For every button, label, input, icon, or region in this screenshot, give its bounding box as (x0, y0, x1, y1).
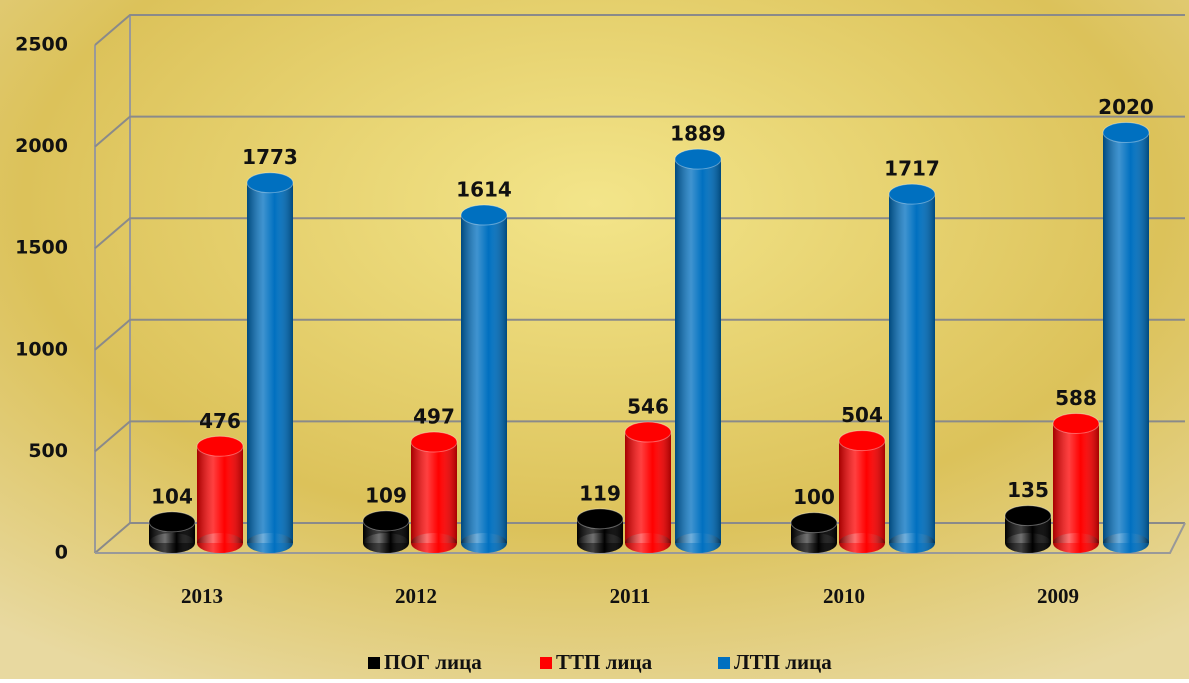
y-tick-label: 2000 (15, 135, 68, 157)
data-label: 1773 (242, 145, 298, 169)
data-label: 119 (579, 481, 621, 505)
bar-base-shade (839, 533, 885, 553)
bar-top (362, 510, 410, 532)
legend-label: ЛТП лица (734, 650, 832, 674)
bar-base-shade (411, 533, 457, 553)
bar-top (1052, 413, 1100, 435)
data-label: 504 (841, 403, 883, 427)
bar-base-shade (363, 533, 409, 553)
bar-top (148, 511, 196, 533)
bar-base-shade (577, 533, 623, 553)
grid-line (94, 14, 1185, 46)
y-tick-label: 1500 (15, 237, 68, 259)
bar-base-shade (197, 533, 243, 553)
bar-base-shade (149, 533, 195, 553)
data-label: 1614 (456, 178, 512, 202)
bar-base-shade (1053, 533, 1099, 553)
bar-top (624, 421, 672, 443)
legend-swatch (718, 657, 730, 669)
bar-shade (839, 440, 885, 543)
y-tick-label: 1000 (15, 338, 68, 360)
data-label: 2020 (1098, 95, 1154, 119)
data-label: 1717 (884, 157, 940, 181)
data-label: 109 (365, 483, 407, 507)
x-tick-label: 2011 (610, 584, 651, 608)
bar-shade (1053, 423, 1099, 543)
bar-top (888, 183, 936, 205)
bar-base-shade (461, 533, 507, 553)
bar-top (1102, 122, 1150, 144)
legend-label: ПОГ лица (384, 650, 482, 674)
bar-top (576, 508, 624, 530)
grid-line (94, 217, 1185, 249)
data-label: 588 (1055, 386, 1097, 410)
bar-shade (889, 194, 935, 544)
y-tick-label: 2500 (15, 34, 68, 56)
y-tick-label: 0 (55, 542, 68, 564)
bar-base-shade (247, 533, 293, 553)
data-label: 497 (413, 405, 455, 429)
legend-label: ТТП лица (556, 650, 653, 674)
bar-top (410, 431, 458, 453)
bar-shade (247, 182, 293, 544)
grid-line (94, 420, 1185, 453)
legend-swatch (540, 657, 552, 669)
x-tick-label: 2010 (823, 584, 865, 608)
bar-shade (197, 446, 243, 543)
data-label: 100 (793, 485, 835, 509)
bar-top (790, 512, 838, 534)
bar-top (460, 204, 508, 226)
grid-line (94, 115, 1185, 148)
x-tick-label: 2013 (181, 584, 223, 608)
data-label: 546 (627, 395, 669, 419)
bar-base-shade (889, 533, 935, 553)
bar-shade (675, 159, 721, 543)
x-tick-label: 2009 (1037, 584, 1079, 608)
y-tick-label: 500 (28, 440, 68, 462)
x-tick-label: 2012 (395, 584, 437, 608)
bar-base-shade (625, 533, 671, 553)
bar-top (196, 435, 244, 457)
bar-shade (461, 215, 507, 543)
bar-shade (625, 432, 671, 543)
bar-shade (411, 442, 457, 543)
data-label: 104 (151, 484, 193, 508)
bar-base-shade (675, 533, 721, 553)
floor-edge (95, 522, 1186, 554)
bar-top (246, 172, 294, 194)
bar-base-shade (1103, 533, 1149, 553)
bar-base-shade (1005, 533, 1051, 553)
data-label: 476 (199, 409, 241, 433)
bar-top (838, 430, 886, 452)
data-label: 1889 (670, 122, 726, 146)
bar-shade (1103, 132, 1149, 543)
bar-base-shade (791, 533, 837, 553)
data-label: 135 (1007, 478, 1049, 502)
bar-top (674, 148, 722, 170)
legend-swatch (368, 657, 380, 669)
bar-top (1004, 505, 1052, 527)
grid-line (94, 318, 1185, 351)
